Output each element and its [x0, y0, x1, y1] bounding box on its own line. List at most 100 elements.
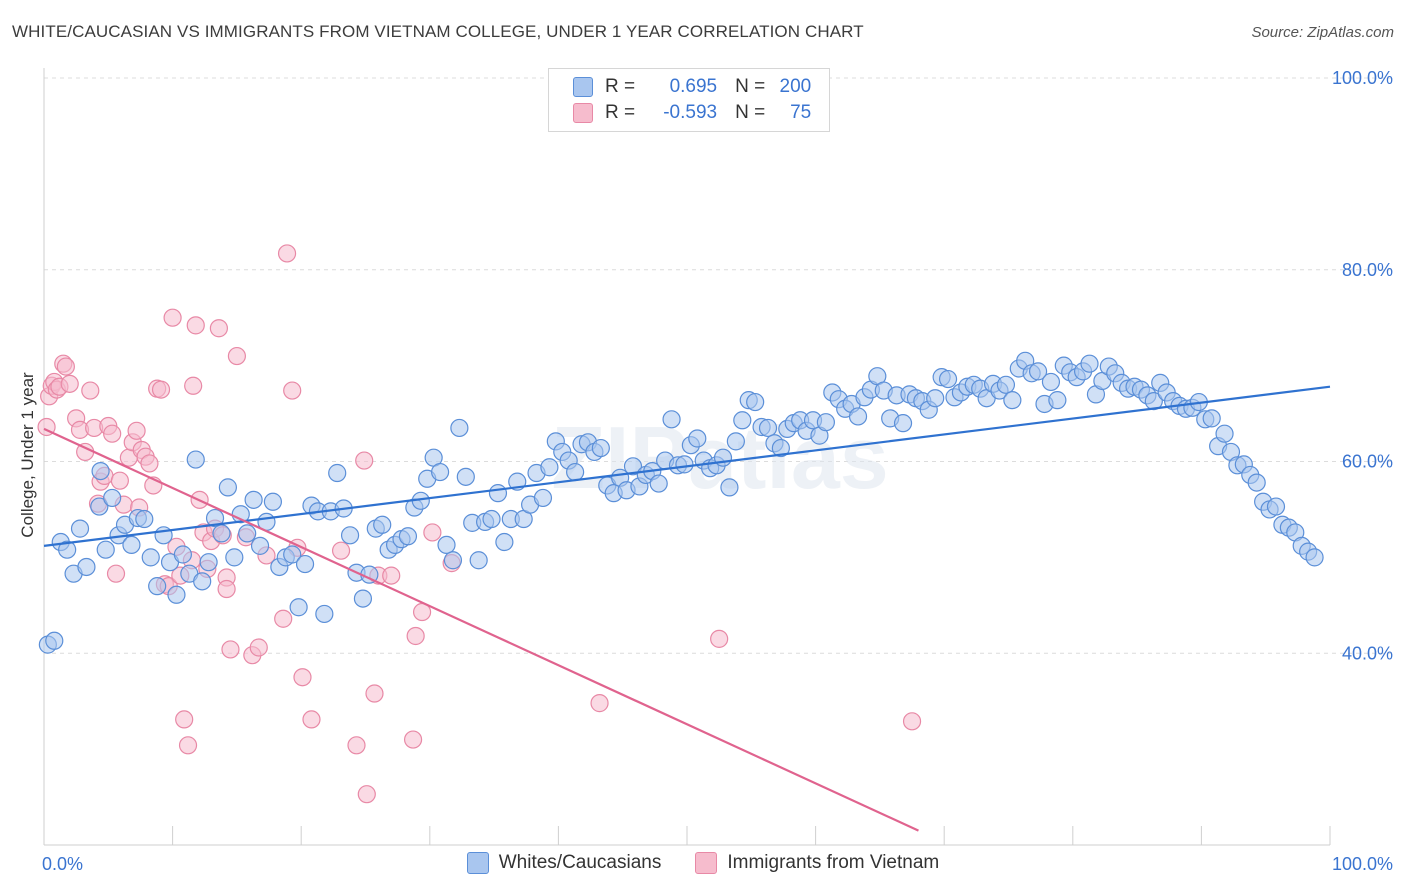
whites-point [135, 509, 154, 529]
whites-point [771, 438, 790, 458]
vietnam-point [283, 381, 302, 400]
whites-point [848, 407, 868, 426]
vietnam-point [127, 421, 146, 440]
vietnam-point [103, 424, 122, 443]
vietnam-point [221, 640, 240, 659]
legend-swatch-vietnam [695, 852, 718, 874]
whites-point [591, 438, 610, 458]
y-tick-label: 100.0% [1332, 68, 1393, 88]
whites-point [1247, 473, 1266, 492]
whites-point [173, 545, 192, 564]
whites-point [495, 532, 514, 552]
r-label: R = [605, 76, 636, 97]
whites-point [488, 484, 508, 503]
whites-point [1041, 372, 1061, 392]
legend-item-vietnam[interactable]: Immigrants from Vietnam [695, 852, 939, 874]
vietnam-point [60, 374, 79, 393]
x-tick-label: 0.0% [42, 854, 83, 874]
vietnam-point [293, 668, 312, 687]
x-tick-label: 100.0% [1332, 854, 1393, 874]
whites-point [1202, 409, 1221, 428]
vietnam-point [423, 523, 442, 542]
trend-line-whites [43, 385, 1331, 547]
legend-item-whites[interactable]: Whites/Caucasians [466, 852, 661, 874]
vietnam-point [209, 319, 228, 338]
whites-point [1003, 391, 1022, 410]
whites-point [1048, 391, 1067, 410]
y-tick-label: 40.0% [1342, 643, 1393, 663]
whites-point [733, 411, 752, 430]
legend-label-vietnam: Immigrants from Vietnam [727, 852, 940, 873]
whites-point [289, 598, 308, 617]
whites-point [103, 488, 122, 508]
tick-labels: 40.0% 60.0% 80.0% 100.0% 0.0% 100.0% [42, 68, 1393, 874]
whites-point [167, 585, 186, 604]
y-axis-label: College, Under 1 year [18, 372, 37, 538]
stats-legend: R = 0.695 N = 200 R = -0.593 N = 75 [548, 68, 830, 132]
whites-point [816, 413, 835, 432]
r-value: -0.593 [663, 102, 718, 123]
whites-point [926, 389, 945, 408]
whites-point [938, 369, 958, 389]
whites-point [193, 572, 212, 591]
whites-point [540, 458, 559, 477]
trend-lines [43, 385, 1331, 832]
vietnam-point [186, 316, 205, 335]
whites-point [244, 490, 263, 509]
stats-legend-row-vietnam: R = -0.593 N = 75 [573, 100, 811, 126]
whites-point [373, 515, 392, 534]
whites-point [893, 414, 913, 433]
whites-point [437, 535, 456, 555]
whites-point [328, 463, 347, 483]
vietnam-point [175, 710, 194, 729]
whites-point [77, 557, 96, 577]
whites-point [205, 508, 225, 528]
series-whites-points [38, 351, 1324, 654]
whites-point [720, 478, 739, 497]
whites-point [238, 524, 257, 543]
whites-point [122, 535, 141, 555]
source-label: Source: ZipAtlas.com [1251, 24, 1394, 41]
whites-point [623, 457, 643, 476]
vietnam-point [277, 244, 297, 263]
y-tick-label: 80.0% [1342, 260, 1393, 280]
whites-point [746, 392, 765, 412]
stats-legend-row-whites: R = 0.695 N = 200 [573, 74, 811, 100]
whites-point [148, 577, 167, 596]
whites-point [688, 429, 707, 448]
whites-point [456, 467, 475, 486]
whites-point [263, 492, 283, 511]
whites-point [90, 497, 109, 516]
whites-point [566, 462, 585, 482]
vietnam-point [382, 566, 401, 585]
whites-point [443, 551, 463, 570]
vietnam-point [110, 471, 129, 490]
vietnam-point [249, 638, 268, 657]
whites-point [1028, 362, 1048, 381]
series-legend: Whites/Caucasians Immigrants from Vietna… [0, 852, 1406, 874]
whites-point [533, 488, 553, 508]
n-value: 200 [779, 76, 812, 97]
whites-point [1080, 354, 1099, 373]
vietnam-point [302, 710, 321, 729]
whites-point [675, 455, 694, 474]
n-label: N = [735, 102, 766, 123]
whites-point [1215, 424, 1234, 443]
whites-point [450, 418, 469, 438]
whites-point [430, 462, 450, 482]
vietnam-point [331, 541, 351, 560]
y-axis-label-group: College, Under 1 year [18, 372, 37, 538]
whites-point [315, 604, 334, 624]
vietnam-point [217, 579, 236, 599]
whites-point [398, 527, 418, 546]
vietnam-point [140, 454, 159, 473]
legend-swatch-whites [466, 852, 489, 874]
vietnam-point [710, 629, 729, 648]
gridlines [44, 77, 1395, 654]
vietnam-point [902, 712, 922, 731]
chart-title: WHITE/CAUCASIAN VS IMMIGRANTS FROM VIETN… [12, 22, 864, 41]
vietnam-point [357, 785, 376, 804]
whites-point [225, 548, 244, 567]
vietnam-point [347, 736, 366, 755]
